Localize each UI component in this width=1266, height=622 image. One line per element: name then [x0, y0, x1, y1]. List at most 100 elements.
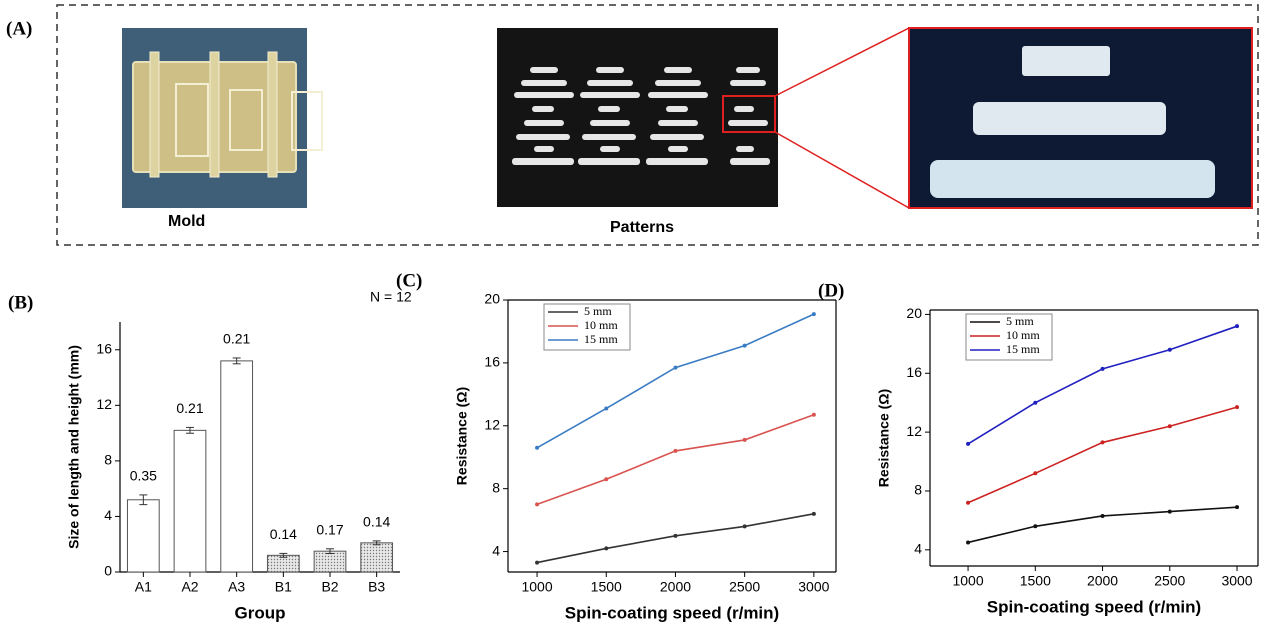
bar: [361, 543, 393, 572]
x-tick-label: 3000: [1221, 573, 1252, 589]
image-caption: Patterns: [610, 219, 674, 236]
y-tick-label: 8: [104, 452, 112, 468]
data-label: 0.21: [223, 331, 250, 347]
point: [535, 561, 539, 565]
point: [1101, 440, 1105, 444]
x-tick-label: 1000: [952, 573, 983, 589]
x-tick-label: 1500: [591, 579, 622, 595]
point: [812, 413, 816, 417]
x-tick-label: 1500: [1020, 573, 1051, 589]
bar: [314, 551, 346, 572]
bar: [174, 430, 206, 572]
point: [1033, 471, 1037, 475]
y-tick-label: 16: [484, 354, 500, 370]
y-tick-label: 4: [492, 542, 500, 558]
figure: (A) Mold Patterns: [0, 0, 1266, 622]
legend-label: 10 mm: [584, 318, 618, 332]
point: [673, 449, 677, 453]
y-tick-label: 16: [96, 340, 112, 356]
line-series: [537, 514, 814, 563]
x-tick-label: B2: [321, 579, 338, 595]
panel-label: (C): [396, 270, 422, 291]
point: [743, 524, 747, 528]
x-tick-label: 2000: [660, 579, 691, 595]
y-tick-label: 20: [906, 305, 922, 321]
data-label: 0.14: [270, 526, 297, 542]
x-tick-label: 2000: [1087, 573, 1118, 589]
data-label: 0.17: [316, 522, 343, 538]
y-tick-label: 0: [104, 563, 112, 579]
y-tick-label: 20: [484, 291, 500, 307]
point: [966, 442, 970, 446]
point: [1235, 405, 1239, 409]
zoom-line: [775, 28, 909, 96]
y-tick-label: 8: [492, 479, 500, 495]
point: [604, 477, 608, 481]
zoom-line: [775, 132, 909, 208]
y-axis-label: Resistance (Ω): [454, 387, 470, 485]
y-tick-label: 4: [914, 541, 922, 557]
point: [604, 546, 608, 550]
point: [966, 540, 970, 544]
bar: [127, 500, 159, 572]
mold-photo: [122, 28, 322, 208]
line-series: [537, 415, 814, 505]
y-axis-label: Resistance (Ω): [876, 389, 892, 487]
legend-label: 15 mm: [584, 332, 618, 346]
legend-label: 15 mm: [1006, 342, 1040, 356]
zoom-photo: [909, 28, 1252, 208]
y-tick-label: 12: [96, 396, 112, 412]
point: [673, 534, 677, 538]
x-tick-label: 2500: [1154, 573, 1185, 589]
point: [604, 406, 608, 410]
x-tick-label: 1000: [521, 579, 552, 595]
point: [1168, 424, 1172, 428]
bar: [221, 361, 253, 572]
point: [1235, 324, 1239, 328]
x-tick-label: 3000: [798, 579, 829, 595]
data-label: 0.35: [130, 468, 157, 484]
x-axis-label: Spin-coating speed (r/min): [565, 603, 779, 622]
x-tick-label: B3: [368, 579, 385, 595]
x-tick-label: 2500: [729, 579, 760, 595]
line-series: [968, 507, 1237, 542]
point: [1235, 505, 1239, 509]
patterns-photo: [497, 28, 778, 207]
charts: (B) 0 4 8 12 16 Size of length and height (mm)…: [8, 270, 1258, 622]
x-tick-label: A1: [135, 579, 152, 595]
legend-label: 5 mm: [1006, 314, 1034, 328]
x-axis-label: Group: [235, 603, 286, 622]
y-tick-label: 8: [914, 482, 922, 498]
x-tick-label: A3: [228, 579, 245, 595]
panel-label: (D): [818, 280, 844, 301]
point: [743, 438, 747, 442]
data-label: 0.21: [176, 400, 203, 416]
point: [1033, 401, 1037, 405]
y-tick-label: 12: [484, 416, 500, 432]
legend-label: 10 mm: [1006, 328, 1040, 342]
point: [812, 312, 816, 316]
panel-label: (A): [6, 18, 32, 39]
point: [743, 344, 747, 348]
x-tick-label: B1: [275, 579, 292, 595]
panel-label: (B): [8, 292, 33, 313]
point: [966, 501, 970, 505]
y-tick-label: 16: [906, 364, 922, 380]
x-tick-label: A2: [181, 579, 198, 595]
y-tick-label: 4: [104, 507, 112, 523]
point: [535, 446, 539, 450]
line-series: [968, 407, 1237, 503]
point: [1033, 524, 1037, 528]
point: [1101, 514, 1105, 518]
point: [1168, 348, 1172, 352]
point: [535, 502, 539, 506]
legend-label: 5 mm: [584, 304, 612, 318]
image-caption: Mold: [168, 213, 205, 230]
y-tick-label: 12: [906, 423, 922, 439]
data-label: 0.14: [363, 514, 390, 530]
y-axis-label: Size of length and height (mm): [66, 345, 82, 549]
point: [673, 366, 677, 370]
point: [812, 512, 816, 516]
x-axis-label: Spin-coating speed (r/min): [987, 597, 1201, 616]
point: [1168, 510, 1172, 514]
